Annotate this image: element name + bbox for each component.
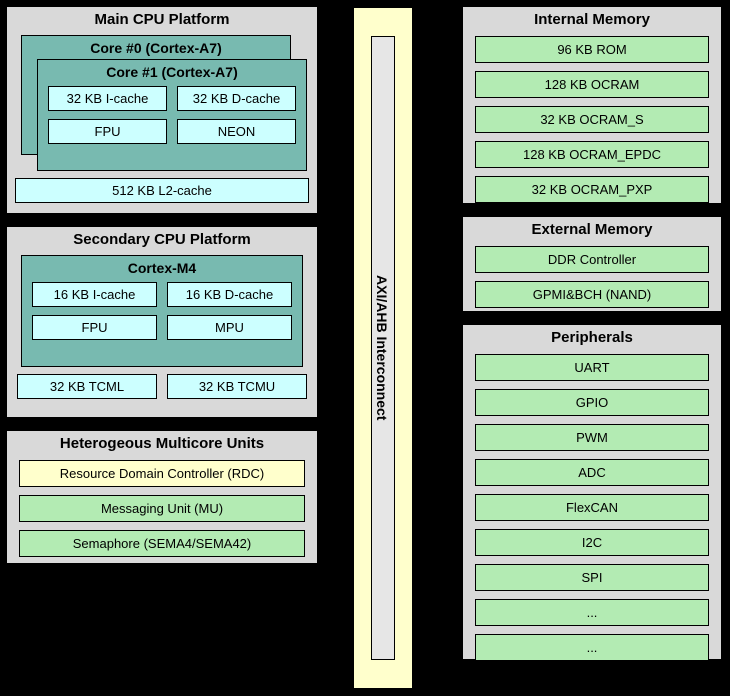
list-item: 32 KB OCRAM_S xyxy=(475,106,709,133)
list-item: FlexCAN xyxy=(475,494,709,521)
connector-line xyxy=(318,106,352,107)
tcml: 32 KB TCML xyxy=(17,374,157,399)
secondary-cpu-title: Secondary CPU Platform xyxy=(7,227,317,256)
list-item: 32 KB OCRAM_PXP xyxy=(475,176,709,203)
list-item: UART xyxy=(475,354,709,381)
l2-cache: 512 KB L2-cache xyxy=(15,178,309,203)
cortex-m4-block: Cortex-M4 16 KB I-cache 16 KB D-cache FP… xyxy=(21,255,303,367)
core1-icache: 32 KB I-cache xyxy=(48,86,167,111)
list-item: ADC xyxy=(475,459,709,486)
core1-fpu: FPU xyxy=(48,119,167,144)
bus: AXI/AHB Interconnect xyxy=(352,6,414,690)
connector-line xyxy=(318,322,352,323)
list-item: GPMI&BCH (NAND) xyxy=(475,281,709,308)
list-item: 128 KB OCRAM xyxy=(475,71,709,98)
m4-fpu: FPU xyxy=(32,315,157,340)
peripherals-panel: Peripherals UART GPIO PWM ADC FlexCAN I2C SPI.… xyxy=(462,324,722,660)
rdc-box: Resource Domain Controller (RDC) xyxy=(19,460,305,487)
sema-box: Semaphore (SEMA4/SEMA42) xyxy=(19,530,305,557)
main-cpu-title: Main CPU Platform xyxy=(7,7,317,36)
cortex-m4-title: Cortex-M4 xyxy=(22,256,302,282)
internal-memory-title: Internal Memory xyxy=(463,7,721,36)
internal-memory-panel: Internal Memory 96 KB ROM 128 KB OCRAM 32 … xyxy=(462,6,722,204)
list-item: DDR Controller xyxy=(475,246,709,273)
hetero-title: Heterogeous Multicore Units xyxy=(7,431,317,460)
bus-label: AXI/AHB Interconnect xyxy=(371,36,395,660)
secondary-cpu-panel: Secondary CPU Platform Cortex-M4 16 KB I… xyxy=(6,226,318,418)
core1-block: Core #1 (Cortex-A7) 32 KB I-cache 32 KB … xyxy=(37,59,307,171)
list-item: 128 KB OCRAM_EPDC xyxy=(475,141,709,168)
core1-title: Core #1 (Cortex-A7) xyxy=(38,60,306,86)
peripherals-title: Peripherals xyxy=(463,325,721,354)
list-item: ... xyxy=(475,599,709,626)
m4-dcache: 16 KB D-cache xyxy=(167,282,292,307)
list-item: SPI xyxy=(475,564,709,591)
m4-mpu: MPU xyxy=(167,315,292,340)
core1-dcache: 32 KB D-cache xyxy=(177,86,296,111)
external-memory-title: External Memory xyxy=(463,217,721,246)
external-memory-panel: External Memory DDR Controller GPMI&BCH (… xyxy=(462,216,722,312)
main-cpu-panel: Main CPU Platform Core #0 (Cortex-A7) Co… xyxy=(6,6,318,214)
connector-line xyxy=(414,104,462,105)
connector-line xyxy=(414,492,462,493)
list-item: ... xyxy=(475,634,709,661)
list-item: PWM xyxy=(475,424,709,451)
hetero-panel: Heterogeous Multicore Units Resource Dom… xyxy=(6,430,318,564)
list-item: GPIO xyxy=(475,389,709,416)
connector-line xyxy=(318,492,352,493)
list-item: I2C xyxy=(475,529,709,556)
tcmu: 32 KB TCMU xyxy=(167,374,307,399)
list-item: 96 KB ROM xyxy=(475,36,709,63)
m4-icache: 16 KB I-cache xyxy=(32,282,157,307)
connector-line xyxy=(414,264,462,265)
mu-box: Messaging Unit (MU) xyxy=(19,495,305,522)
core1-neon: NEON xyxy=(177,119,296,144)
